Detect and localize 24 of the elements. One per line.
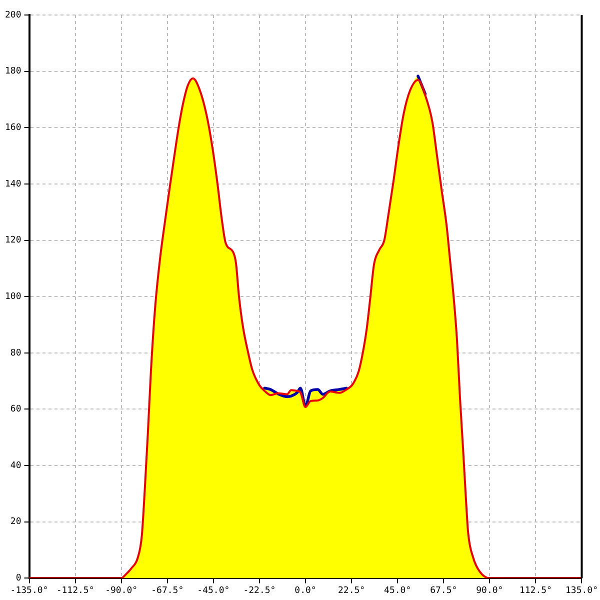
x-tick-label: -67.5° <box>151 586 184 596</box>
x-tick-label: 112.5° <box>519 586 552 596</box>
x-tick-label: 135.0° <box>565 586 598 596</box>
x-tick-label: -112.5° <box>56 586 94 596</box>
y-tick-label: 120 <box>4 236 22 246</box>
x-tick-label: -90.0° <box>105 586 138 596</box>
y-tick-label: 60 <box>10 404 22 415</box>
y-tick-label: 160 <box>4 122 22 133</box>
x-tick-label: 90.0° <box>476 586 504 596</box>
y-tick-label: 40 <box>10 460 22 471</box>
y-tick-label: 200 <box>4 10 22 20</box>
x-tick-label: 22.5° <box>338 586 366 596</box>
y-tick-label: 100 <box>4 292 22 302</box>
x-tick-label: 45.0° <box>384 586 412 596</box>
x-tick-label: -45.0° <box>197 586 230 596</box>
x-tick-label: -22.5° <box>243 586 276 596</box>
y-tick-label: 20 <box>10 517 22 528</box>
x-tick-label: 67.5° <box>430 586 458 596</box>
y-tick-label: 0 <box>16 574 22 584</box>
y-tick-label: 80 <box>10 348 22 358</box>
x-tick-label: -135.0° <box>10 586 48 596</box>
y-tick-label: 180 <box>4 66 22 77</box>
y-tick-label: 140 <box>4 179 22 190</box>
x-tick-label: 0.0° <box>294 586 316 596</box>
